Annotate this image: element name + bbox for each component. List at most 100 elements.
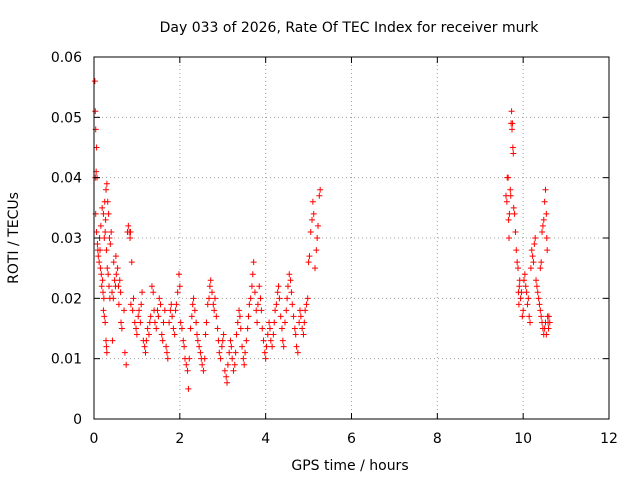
data-point xyxy=(99,277,106,284)
data-point xyxy=(130,295,137,302)
data-point xyxy=(115,301,122,308)
data-point xyxy=(317,186,324,193)
data-point xyxy=(103,349,110,356)
data-point xyxy=(508,108,515,115)
data-point xyxy=(125,222,132,229)
data-point xyxy=(288,289,295,296)
data-point xyxy=(535,295,542,302)
data-point xyxy=(537,307,544,314)
data-point xyxy=(153,325,160,332)
y-axis-label: ROTI / TECUs xyxy=(6,192,22,284)
data-point xyxy=(280,343,287,350)
grid-lines xyxy=(94,57,609,419)
x-tick-labels: 0 2 4 6 8 10 12 xyxy=(90,431,618,447)
data-point xyxy=(102,216,109,223)
data-point xyxy=(542,319,549,326)
data-point xyxy=(110,295,117,302)
data-point xyxy=(234,319,241,326)
x-tick-label: 2 xyxy=(175,431,184,447)
data-point xyxy=(217,355,224,362)
data-point xyxy=(247,295,254,302)
data-point xyxy=(164,355,171,362)
data-point xyxy=(129,307,136,314)
data-point xyxy=(302,307,309,314)
data-point xyxy=(93,228,100,235)
data-point xyxy=(513,247,520,254)
data-point xyxy=(209,289,216,296)
data-point xyxy=(137,319,144,326)
data-point xyxy=(296,319,303,326)
y-tick-label: 0.06 xyxy=(51,50,82,66)
data-point xyxy=(212,295,219,302)
data-point xyxy=(150,289,157,296)
data-point xyxy=(206,283,213,290)
data-point xyxy=(242,349,249,356)
data-point xyxy=(173,301,180,308)
data-point xyxy=(529,253,536,260)
data-point xyxy=(95,253,102,260)
data-point xyxy=(139,289,146,296)
data-point xyxy=(293,343,300,350)
data-point xyxy=(91,78,98,85)
data-point xyxy=(294,349,301,356)
data-point xyxy=(172,307,179,314)
data-point xyxy=(227,337,234,344)
data-point xyxy=(264,331,271,338)
data-point xyxy=(507,186,514,193)
data-point xyxy=(262,355,269,362)
data-point xyxy=(123,361,130,368)
data-point xyxy=(287,277,294,284)
data-point xyxy=(154,307,161,314)
data-point xyxy=(245,313,252,320)
data-point xyxy=(167,307,174,314)
data-point xyxy=(226,349,233,356)
data-point xyxy=(536,301,543,308)
data-point xyxy=(520,307,527,314)
data-point xyxy=(274,289,281,296)
data-point xyxy=(514,259,521,266)
data-point xyxy=(509,126,516,133)
data-point xyxy=(233,331,240,338)
data-point xyxy=(538,259,545,266)
data-point xyxy=(106,283,113,290)
data-point xyxy=(510,150,517,157)
data-point xyxy=(539,228,546,235)
data-point xyxy=(283,307,290,314)
data-point xyxy=(197,349,204,356)
data-point xyxy=(519,313,526,320)
data-point xyxy=(258,307,265,314)
data-point xyxy=(509,144,516,151)
data-point xyxy=(269,343,276,350)
data-point xyxy=(210,301,217,308)
data-point xyxy=(525,295,532,302)
data-point xyxy=(246,301,253,308)
data-point xyxy=(284,283,291,290)
data-point xyxy=(188,313,195,320)
x-tick-label: 10 xyxy=(514,431,532,447)
data-point xyxy=(143,337,150,344)
data-point xyxy=(260,337,267,344)
x-tick-label: 8 xyxy=(433,431,442,447)
data-point xyxy=(103,337,110,344)
data-point xyxy=(309,198,316,205)
data-point xyxy=(523,289,530,296)
axis-ticks xyxy=(93,56,610,420)
data-point xyxy=(250,259,257,266)
data-point xyxy=(248,283,255,290)
data-point xyxy=(163,349,170,356)
data-point xyxy=(232,349,239,356)
data-point xyxy=(100,210,107,217)
data-point xyxy=(521,277,528,284)
y-tick-labels: 0 0.01 0.02 0.03 0.04 0.05 0.06 xyxy=(51,50,82,428)
data-point xyxy=(110,259,117,266)
data-point xyxy=(505,174,512,181)
y-tick-label: 0.04 xyxy=(51,171,82,187)
data-point xyxy=(112,253,119,260)
data-point xyxy=(291,325,298,332)
data-point xyxy=(211,307,218,314)
data-point xyxy=(300,331,307,338)
data-point xyxy=(531,241,538,248)
data-point xyxy=(312,265,319,272)
data-point xyxy=(100,295,107,302)
